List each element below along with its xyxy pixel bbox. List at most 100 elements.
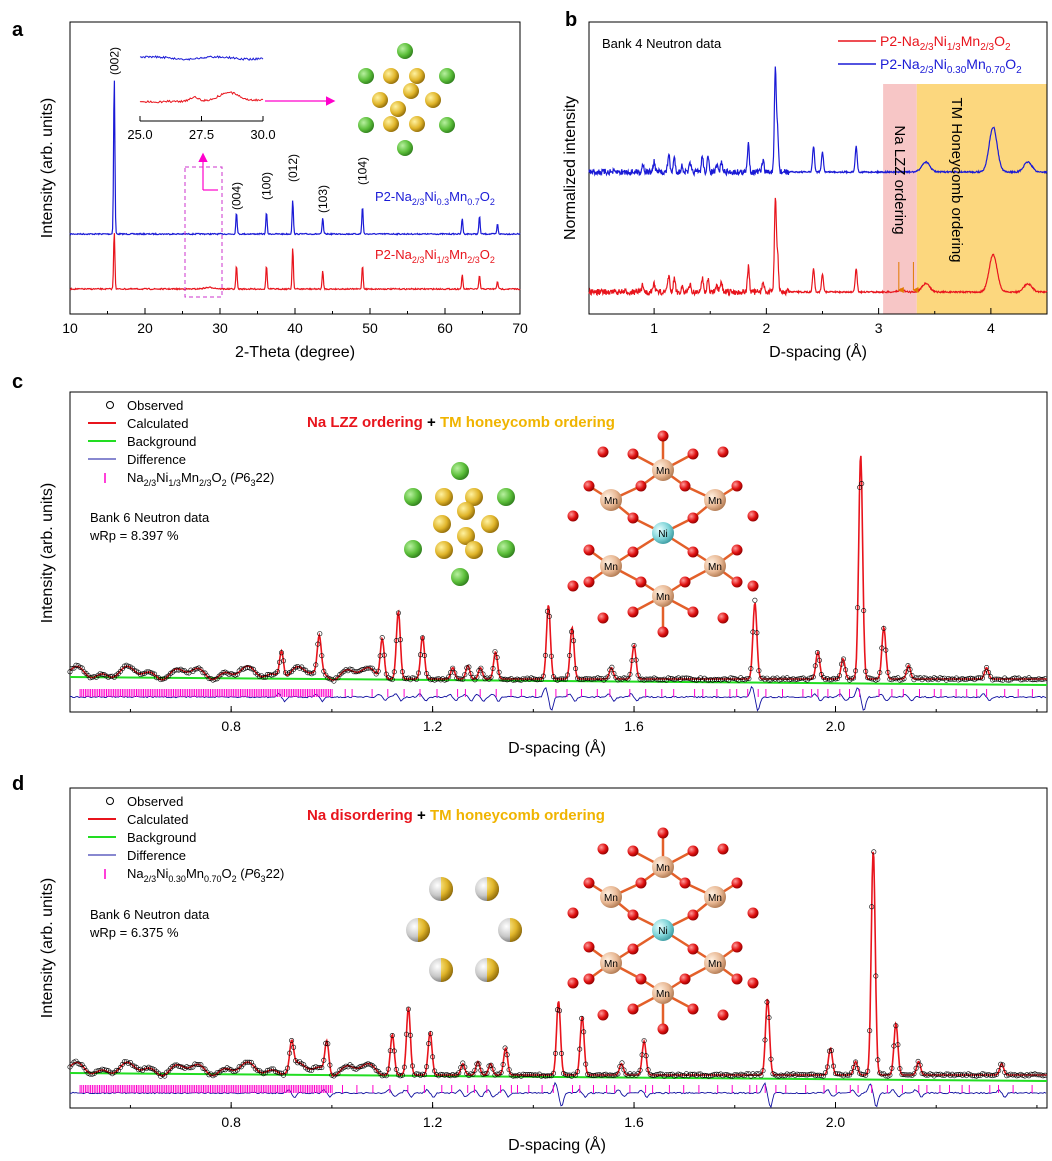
oxygen-atom [717,446,729,458]
na-site-gold [383,116,399,132]
na-site-gold [425,92,441,108]
oxygen-atom [747,907,759,919]
observed-point [681,675,687,681]
observed-point [643,1053,649,1059]
oxygen-atom [597,612,609,624]
observed-point [760,1068,766,1074]
observed-point [814,1072,820,1078]
difference-line [69,685,1047,712]
x-tick-label-a: 50 [362,320,378,336]
phase-part: 6 [243,470,250,485]
mn-label: Mn [604,496,618,507]
na-disordered-site [475,877,499,901]
panel-letter-b: b [565,9,577,31]
observed-point [935,1072,941,1078]
observed-point [754,630,760,636]
oxygen-atom [679,973,691,985]
observed-point [480,671,486,677]
observed-point [691,677,697,683]
observed-point [895,1042,901,1048]
phase-part: Na [127,866,144,881]
observed-point [93,1068,99,1074]
phase-part: ) [280,866,284,881]
legend-label-3: Difference [127,452,186,467]
x-tick-label: 1.2 [423,718,443,734]
na-site-green [451,568,469,586]
observed-point [689,677,695,683]
observed-point [996,1068,1002,1074]
observed-point [381,652,387,658]
oxygen-atom [627,606,639,618]
observed-point [969,1073,975,1079]
observed-point [244,1059,250,1065]
observed-point [722,1072,728,1078]
x-tick-label-a: 70 [512,320,528,336]
observed-point [460,676,466,682]
oxygen-atom [627,943,639,955]
observed-point [875,1057,881,1063]
observed-point [496,669,502,675]
bank-label-d: Bank 6 Neutron data [90,907,210,922]
legend-d: Observed Calculated Background Difference Na… [88,794,284,884]
observed-point [565,672,571,678]
observed-point [762,1037,768,1043]
oxygen-atom [583,941,595,953]
observed-point [482,1071,488,1077]
observed-point [583,1061,589,1067]
observed-point [462,672,468,678]
observed-point [140,671,146,677]
wrp-label-d: wRp = 6.375 % [89,925,179,940]
legend-label-blue-b: P2-Na2/3Ni0.30Mn0.70O2 [880,56,1022,76]
legend-label-3: Difference [127,848,186,863]
oxygen-atom [747,580,759,592]
observed-point [830,675,836,681]
panel-letter-a: a [12,19,24,41]
observed-point [1010,676,1016,682]
observed-point [315,1065,321,1071]
na-site-gold [435,488,453,506]
observed-point [732,1072,738,1078]
inset-tick-label-a: 30.0 [250,127,275,142]
observed-point [542,652,548,658]
observed-point [1028,1071,1034,1077]
observed-point [468,1071,474,1077]
na-site-green [439,117,455,133]
na-site-gold [390,101,406,117]
hkl-label-a: (100) [260,172,274,200]
observed-point [317,1065,323,1071]
oxygen-atom [747,510,759,522]
observed-point [230,671,236,677]
observed-point [538,1073,544,1079]
observed-point [510,1073,516,1079]
oxygen-atom [687,943,699,955]
observed-point [939,675,945,681]
observed-point [79,665,85,671]
observed-point [1028,676,1034,682]
observed-point [470,1072,476,1078]
zoom-box-a [184,166,223,298]
observed-point [877,670,883,676]
na-disordered-site [498,918,522,942]
wrp-label-c: wRp = 8.397 % [89,528,179,543]
observed-point [552,1050,558,1056]
observed-point [428,677,434,683]
ni-atom [652,919,674,941]
observed-point [333,1071,339,1077]
hkl-label-a: (104) [356,157,370,185]
oxygen-atom [583,576,595,588]
observed-point [581,1029,587,1035]
observed-point [375,668,381,674]
observed-point [154,675,160,681]
observed-point [498,1070,504,1076]
observed-point [490,665,496,671]
observed-point [752,597,758,603]
observed-point [1030,677,1036,683]
observed-point [665,1072,671,1078]
observed-point [522,1072,528,1078]
observed-point [830,1063,836,1069]
na-disordered-site [429,958,453,982]
observed-point [526,1072,532,1078]
observed-point [953,1072,959,1078]
observed-point [812,663,818,669]
observed-point [645,1067,651,1073]
